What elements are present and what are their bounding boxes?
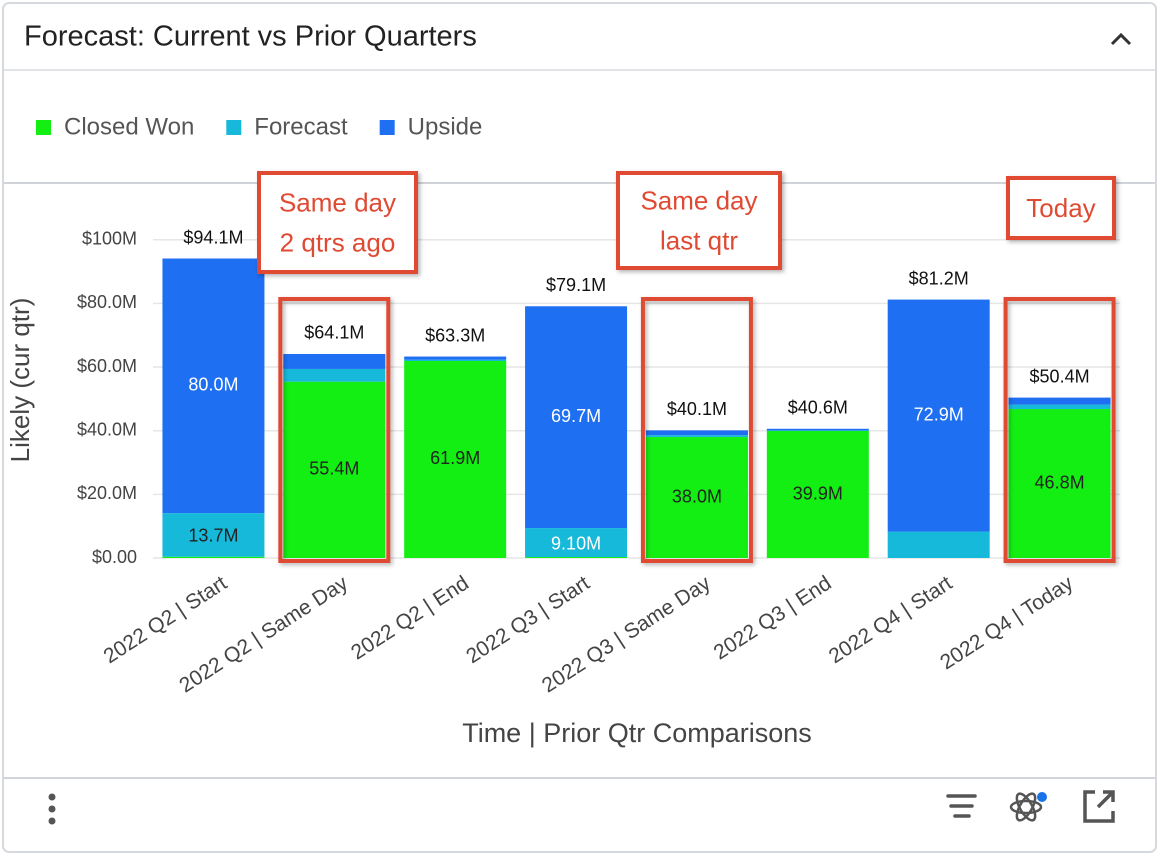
total-label: $40.1M bbox=[667, 399, 727, 419]
bar-segment bbox=[525, 557, 628, 558]
y-tick-label: $60.0M bbox=[77, 356, 137, 376]
total-label: $81.2M bbox=[909, 268, 969, 288]
highlight-box bbox=[1003, 297, 1116, 563]
segment-label: 69.7M bbox=[551, 406, 601, 426]
orbit bbox=[1015, 792, 1037, 822]
bar-segment bbox=[525, 306, 628, 529]
legend-swatch bbox=[226, 120, 242, 135]
bar-segment bbox=[1008, 397, 1111, 405]
sort-button[interactable] bbox=[946, 794, 977, 818]
bar-segment bbox=[766, 431, 869, 558]
segment-label: 9.10M bbox=[551, 533, 601, 553]
total-label: $50.4M bbox=[1030, 366, 1090, 386]
bar-segment bbox=[645, 430, 748, 436]
segment-label: 38.0M bbox=[672, 486, 722, 506]
bar-segment bbox=[525, 528, 628, 558]
total-label: $64.1M bbox=[304, 323, 364, 343]
collapse-button[interactable] bbox=[1110, 32, 1132, 46]
annotation-box bbox=[257, 171, 418, 274]
bar-segment bbox=[162, 258, 265, 514]
annotation-text: Today bbox=[1026, 193, 1095, 223]
annotation-box bbox=[1006, 176, 1116, 240]
y-axis-title: Likely (cur qtr) bbox=[5, 298, 35, 463]
x-axis-title: Time | Prior Qtr Comparisons bbox=[462, 718, 812, 748]
segment-label: 13.7M bbox=[188, 526, 238, 546]
bar-segment bbox=[766, 430, 869, 432]
bar-segment bbox=[887, 531, 990, 558]
y-tick-label: $100M bbox=[82, 228, 137, 248]
legend-label: Closed Won bbox=[64, 113, 194, 140]
highlight-box bbox=[640, 297, 753, 563]
bar-segment bbox=[1008, 409, 1111, 558]
legend-label: Forecast bbox=[254, 113, 348, 140]
total-label: $94.1M bbox=[183, 227, 243, 247]
bar-segment bbox=[404, 356, 507, 360]
icon-arrow bbox=[1096, 790, 1115, 809]
bar-segment bbox=[283, 368, 386, 382]
dashlet-title: Forecast: Current vs Prior Quarters bbox=[24, 21, 477, 53]
annotation-text: Same day bbox=[279, 187, 396, 217]
segment-label: 61.9M bbox=[430, 448, 480, 468]
segment-label: 55.4M bbox=[309, 459, 359, 479]
annotation-box bbox=[616, 171, 782, 270]
bar-segment bbox=[162, 513, 265, 557]
badge bbox=[1037, 792, 1047, 802]
annotation-text: last qtr bbox=[660, 225, 738, 255]
orbit bbox=[1015, 792, 1037, 822]
y-tick-label: $0.00 bbox=[92, 547, 137, 567]
highlight-box bbox=[278, 297, 391, 563]
more-menu[interactable] bbox=[48, 793, 56, 825]
legend-swatch bbox=[36, 120, 51, 135]
dot bbox=[48, 793, 56, 801]
legend-label: Upside bbox=[408, 113, 483, 140]
legend-swatch bbox=[379, 120, 395, 135]
segment-label: 72.9M bbox=[914, 404, 964, 424]
bar-segment bbox=[645, 435, 748, 438]
dot bbox=[48, 817, 56, 825]
annotation-text: 2 qtrs ago bbox=[280, 227, 396, 257]
bar-segment bbox=[404, 360, 507, 558]
segment-label: 80.0M bbox=[188, 375, 238, 395]
dot bbox=[48, 805, 56, 813]
bar-segment bbox=[766, 428, 869, 431]
bar-segment bbox=[645, 437, 748, 558]
bar-segment bbox=[404, 359, 507, 361]
y-tick-label: $80.0M bbox=[77, 292, 137, 312]
total-label: $63.3M bbox=[425, 325, 485, 345]
total-label: $40.6M bbox=[788, 398, 848, 418]
bar-segment bbox=[283, 353, 386, 369]
bar-segment bbox=[283, 381, 386, 558]
atom-button[interactable] bbox=[1009, 791, 1047, 823]
segment-label: 39.9M bbox=[793, 483, 843, 503]
bar-segment bbox=[162, 556, 265, 558]
icon-box bbox=[1083, 790, 1115, 823]
segment-label: 46.8M bbox=[1035, 472, 1085, 492]
y-tick-label: $20.0M bbox=[77, 483, 137, 503]
annotation-text: Same day bbox=[640, 185, 757, 215]
orbit bbox=[1009, 799, 1043, 815]
total-label: $79.1M bbox=[546, 275, 606, 295]
open-external-button[interactable] bbox=[1083, 790, 1115, 823]
y-tick-label: $40.0M bbox=[77, 419, 137, 439]
bar-segment bbox=[1008, 404, 1111, 410]
bar-segment bbox=[887, 299, 990, 532]
